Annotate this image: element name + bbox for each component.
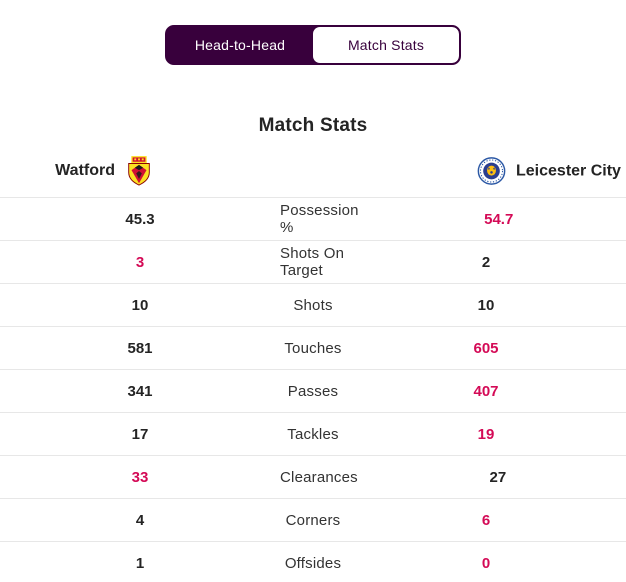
- stat-row: 45.3 Possession % 54.7: [0, 197, 626, 240]
- stat-row: 33 Clearances 27: [0, 455, 626, 498]
- home-stat-value: 341: [127, 382, 153, 400]
- tab-head-to-head[interactable]: Head-to-Head: [167, 27, 313, 63]
- home-stat-value: 581: [127, 339, 153, 357]
- stat-label: Possession %: [280, 202, 359, 236]
- page-title: Match Stats: [258, 115, 368, 136]
- away-team-name: Leicester City: [516, 162, 621, 179]
- stat-row: 4 Corners 6: [0, 498, 626, 541]
- stat-row: 341 Passes 407: [0, 369, 626, 412]
- away-stat-value: 54.7: [484, 210, 514, 228]
- home-team-name: Watford: [55, 162, 115, 179]
- stat-row: 581 Touches 605: [0, 326, 626, 369]
- home-stat-value: 1: [135, 554, 145, 572]
- home-team-header: Watford: [55, 156, 153, 186]
- away-stat-value: 27: [489, 468, 507, 486]
- away-stat-value: 19: [477, 425, 495, 443]
- away-stat-value: 6: [481, 511, 491, 529]
- home-stat-value: 45.3: [125, 210, 155, 228]
- home-stat-value: 4: [135, 511, 145, 529]
- home-stat-value: 3: [135, 253, 145, 271]
- stat-label: Clearances: [280, 468, 358, 486]
- home-stat-value: 10: [131, 296, 149, 314]
- away-team-header: Leicester City: [477, 157, 621, 186]
- away-stat-value: 0: [481, 554, 491, 572]
- home-stat-value: 17: [131, 425, 149, 443]
- stat-label: Corners: [285, 511, 341, 529]
- stat-label: Tackles: [287, 425, 339, 443]
- stat-label: Passes: [287, 382, 339, 400]
- stat-row: 10 Shots 10: [0, 283, 626, 326]
- stat-row: 17 Tackles 19: [0, 412, 626, 455]
- away-stat-value: 2: [481, 253, 491, 271]
- stat-label: Shots: [293, 296, 333, 314]
- away-stat-value: 605: [473, 339, 499, 357]
- leicester-crest-icon: [477, 157, 506, 185]
- stat-label: Offsides: [284, 554, 342, 572]
- home-stat-value: 33: [131, 468, 149, 486]
- stat-row: 3 Shots On Target 2: [0, 240, 626, 283]
- tab-match-stats[interactable]: Match Stats: [313, 27, 459, 63]
- away-stat-value: 407: [473, 382, 499, 400]
- stats-tab-switcher: Head-to-Head Match Stats: [165, 25, 461, 65]
- stats-table: 45.3 Possession % 54.7 3 Shots On Target…: [0, 197, 626, 582]
- stat-label: Shots On Target: [280, 245, 345, 279]
- stat-row: 1 Offsides 0: [0, 541, 626, 582]
- stat-label: Touches: [284, 339, 342, 357]
- away-stat-value: 10: [477, 296, 495, 314]
- watford-crest-icon: [128, 156, 150, 186]
- teams-header: Watford Leicester City: [0, 145, 626, 197]
